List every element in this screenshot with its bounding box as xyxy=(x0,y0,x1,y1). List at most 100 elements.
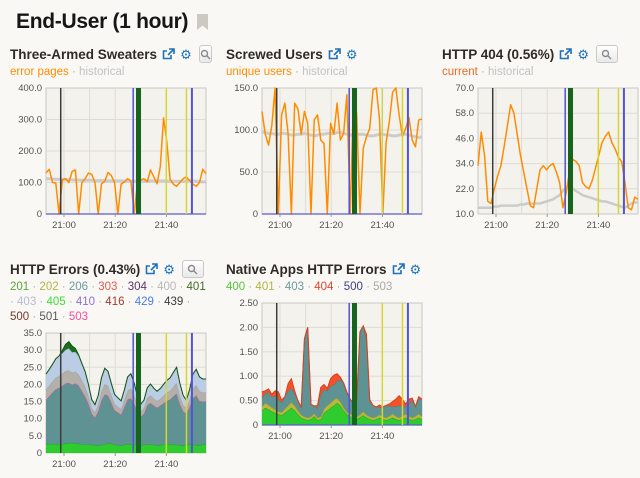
legend-item-439[interactable]: 439 xyxy=(164,296,184,308)
chart-plot[interactable]: 0 50.0 100.0 150.0 21:00 21:20 21:40 xyxy=(224,82,426,239)
series-layer-olive xyxy=(262,398,422,421)
legend-separator: · xyxy=(65,296,76,308)
legend-item-429[interactable]: 429 xyxy=(134,296,154,308)
chart-plot[interactable]: 10.0 22.0 34.0 46.0 58.0 70.0 21:00 21:20 21:40 xyxy=(440,82,640,239)
x-axis-tick-label: 21:20 xyxy=(319,431,343,442)
legend-item-503[interactable]: 503 xyxy=(68,311,89,323)
series-unique-users xyxy=(261,87,423,215)
legend-separator: · xyxy=(124,296,135,308)
y-axis-tick-label: 100.0 xyxy=(18,178,42,189)
legend-separator: · xyxy=(58,311,69,323)
gear-icon[interactable]: ⚙ xyxy=(577,46,589,62)
legend-separator: · xyxy=(36,296,47,308)
legend-separator: · xyxy=(58,281,69,293)
page-title: End-User (1 hour) xyxy=(16,10,189,33)
legend-item-unique-users[interactable]: unique users xyxy=(226,66,292,78)
zoom-button[interactable] xyxy=(181,260,204,278)
share-icon[interactable] xyxy=(392,263,405,275)
y-axis-tick-label: 58.0 xyxy=(456,108,475,119)
legend-item-202[interactable]: 202 xyxy=(39,281,59,293)
y-axis-tick-label: 2.50 xyxy=(240,298,259,309)
chart-card-three-armed-sweaters: Three-Armed Sweaters ⚙ error pages · his… xyxy=(8,44,212,239)
legend-separator: · xyxy=(68,66,80,78)
chart-row-bottom: HTTP Errors (0.43%) ⚙ 201 · 202 · 206 · … xyxy=(8,259,640,478)
chart-title: HTTP 404 (0.56%) xyxy=(442,46,555,62)
share-icon[interactable] xyxy=(559,48,573,60)
series-error-pages xyxy=(45,117,207,215)
legend-item-403[interactable]: 403 xyxy=(17,296,37,308)
x-axis-tick-label: 21:00 xyxy=(52,459,76,470)
chart-header: Screwed Users ⚙ xyxy=(224,44,426,64)
legend-item-500[interactable]: 500 xyxy=(343,281,363,293)
y-axis-tick-label: 0 xyxy=(253,209,258,220)
y-axis-tick-label: 30.0 xyxy=(24,345,43,356)
x-axis-tick-label: 21:20 xyxy=(319,220,343,231)
legend-separator: · xyxy=(183,296,191,308)
chart-plot[interactable]: 0 5.0 10.0 15.0 20.0 25.0 30.0 35.0 21:00 21:20 21… xyxy=(8,327,210,478)
gear-icon[interactable]: ⚙ xyxy=(409,261,422,277)
y-axis-tick-label: 1.00 xyxy=(240,371,259,382)
legend-item-404[interactable]: 404 xyxy=(314,281,334,293)
legend-item-501[interactable]: 501 xyxy=(39,311,59,323)
series-current xyxy=(477,104,639,211)
legend-item-401[interactable]: 401 xyxy=(186,281,206,293)
x-axis-tick-label: 21:20 xyxy=(103,459,127,470)
y-axis-tick-label: 46.0 xyxy=(456,133,475,144)
legend-separator: · xyxy=(153,296,165,308)
legend-item-405[interactable]: 405 xyxy=(46,296,66,308)
legend-separator: · xyxy=(95,296,106,308)
legend-item-503[interactable]: 503 xyxy=(373,281,393,293)
legend-item-historical[interactable]: historical xyxy=(488,66,534,78)
legend-item-410[interactable]: 410 xyxy=(75,296,96,308)
legend-item-error-pages[interactable]: error pages xyxy=(10,66,69,78)
chart-header: HTTP 404 (0.56%) ⚙ xyxy=(440,44,640,64)
gear-icon[interactable]: ⚙ xyxy=(180,46,192,62)
chart-title: Native Apps HTTP Errors xyxy=(226,261,387,277)
chart-row-top: Three-Armed Sweaters ⚙ error pages · his… xyxy=(8,44,640,239)
share-icon[interactable] xyxy=(328,48,341,60)
bookmark-icon[interactable] xyxy=(196,13,209,31)
legend-item-historical[interactable]: historical xyxy=(79,66,125,78)
chart-canvas[interactable]: 0 5.0 10.0 15.0 20.0 25.0 30.0 35.0 21:00 21:20 21… xyxy=(8,327,212,473)
zoom-button[interactable] xyxy=(595,45,618,63)
y-axis-tick-label: 0 xyxy=(37,209,42,220)
legend-item-206[interactable]: 206 xyxy=(68,281,89,293)
legend-separator: · xyxy=(176,281,187,293)
chart-title: Screwed Users xyxy=(226,46,323,62)
legend-item-500[interactable]: 500 xyxy=(10,311,30,323)
legend-item-historical[interactable]: historical xyxy=(302,66,348,78)
legend-item-416[interactable]: 416 xyxy=(105,296,125,308)
y-axis-tick-label: 2.00 xyxy=(240,322,259,333)
page-header: End-User (1 hour) xyxy=(16,10,640,34)
chart-legend: error pages · historical xyxy=(10,65,210,80)
legend-item-403[interactable]: 403 xyxy=(284,281,305,293)
share-icon[interactable] xyxy=(145,263,159,275)
chart-legend: 400 · 401 · 403 · 404 · 500 · 503 xyxy=(226,280,426,295)
y-axis-tick-label: 70.0 xyxy=(456,83,475,94)
zoom-button[interactable] xyxy=(198,45,212,63)
x-axis-tick-label: 21:00 xyxy=(268,220,292,231)
y-axis-tick-label: 34.0 xyxy=(456,159,475,170)
gear-icon[interactable]: ⚙ xyxy=(345,46,358,62)
chart-plot[interactable]: 0 100.0 200.0 300.0 400.0 21:00 21:20 21:40 xyxy=(8,82,210,239)
x-axis-tick-label: 21:20 xyxy=(535,220,559,231)
gear-icon[interactable]: ⚙ xyxy=(163,261,175,277)
share-icon[interactable] xyxy=(162,48,175,60)
legend-item-303[interactable]: 303 xyxy=(98,281,118,293)
chart-canvas[interactable]: 0 50.0 100.0 150.0 21:00 21:20 21:40 xyxy=(224,82,428,234)
legend-item-401[interactable]: 401 xyxy=(255,281,275,293)
chart-header: HTTP Errors (0.43%) ⚙ xyxy=(8,259,210,279)
chart-canvas[interactable]: 0 100.0 200.0 300.0 400.0 21:00 21:20 21:40 xyxy=(8,82,212,234)
legend-item-201[interactable]: 201 xyxy=(10,281,30,293)
legend-item-400[interactable]: 400 xyxy=(157,281,177,293)
legend-item-400[interactable]: 400 xyxy=(226,281,246,293)
legend-item-current[interactable]: current xyxy=(442,66,478,78)
legend-separator: · xyxy=(477,66,489,78)
legend-item-304[interactable]: 304 xyxy=(127,281,147,293)
x-axis-tick-label: 21:40 xyxy=(587,220,611,231)
chart-canvas[interactable]: 0 0.50 1.00 1.50 2.00 2.50 21:00 21:20 21:40 xyxy=(224,297,428,445)
chart-plot[interactable]: 0 0.50 1.00 1.50 2.00 2.50 21:00 21:20 21:40 xyxy=(224,297,426,450)
chart-canvas[interactable]: 10.0 22.0 34.0 46.0 58.0 70.0 21:00 21:20 21:40 xyxy=(440,82,640,234)
legend-separator: · xyxy=(88,281,99,293)
y-axis-tick-label: 0 xyxy=(37,448,42,459)
